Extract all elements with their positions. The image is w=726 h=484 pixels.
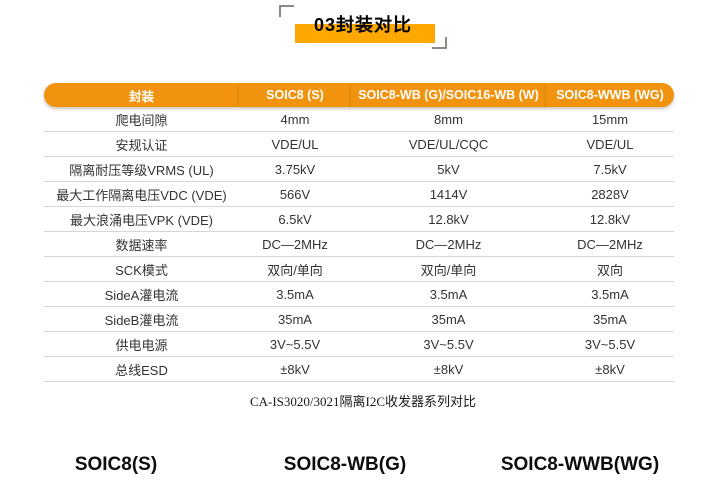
row-value: 7.5kV bbox=[546, 157, 674, 182]
table-row: 最大浪涌电压VPK (VDE) 6.5kV 12.8kV 12.8kV bbox=[44, 207, 674, 232]
row-value: ±8kV bbox=[351, 357, 546, 382]
row-value: 8mm bbox=[351, 107, 546, 132]
row-label: 总线ESD bbox=[44, 357, 239, 382]
table-row: SCK模式 双向/单向 双向/单向 双向 bbox=[44, 257, 674, 282]
row-value: 15mm bbox=[546, 107, 674, 132]
column-header-soic8-wwb: SOIC8-WWB (WG) bbox=[546, 83, 674, 107]
row-value: 1414V bbox=[351, 182, 546, 207]
table-row: 最大工作隔离电压VDC (VDE) 566V 1414V 2828V bbox=[44, 182, 674, 207]
row-value: VDE/UL bbox=[239, 132, 351, 157]
row-value: 12.8kV bbox=[351, 207, 546, 232]
row-value: 35mA bbox=[351, 307, 546, 332]
row-value: 4mm bbox=[239, 107, 351, 132]
row-value: 12.8kV bbox=[546, 207, 674, 232]
row-label: SCK模式 bbox=[44, 257, 239, 282]
row-value: 双向/单向 bbox=[351, 257, 546, 282]
table-row: 供电电源 3V~5.5V 3V~5.5V 3V~5.5V bbox=[44, 332, 674, 357]
row-value: 5kV bbox=[351, 157, 546, 182]
row-label: 最大浪涌电压VPK (VDE) bbox=[44, 207, 239, 232]
row-label: 供电电源 bbox=[44, 332, 239, 357]
row-value: DC—2MHz bbox=[546, 232, 674, 257]
row-label: SideA灌电流 bbox=[44, 282, 239, 307]
row-value: ±8kV bbox=[239, 357, 351, 382]
table-row: 总线ESD ±8kV ±8kV ±8kV bbox=[44, 357, 674, 382]
table-header-row: 封装 SOIC8 (S) SOIC8-WB (G)/SOIC16-WB (W) … bbox=[44, 83, 674, 107]
row-value: 3.5mA bbox=[546, 282, 674, 307]
row-value: 3.5mA bbox=[351, 282, 546, 307]
section-title: 03封装对比 bbox=[313, 15, 413, 35]
column-header-soic8-wb: SOIC8-WB (G)/SOIC16-WB (W) bbox=[351, 83, 546, 107]
table-row: SideB灌电流 35mA 35mA 35mA bbox=[44, 307, 674, 332]
row-value: DC—2MHz bbox=[351, 232, 546, 257]
table-row: 数据速率 DC—2MHz DC—2MHz DC—2MHz bbox=[44, 232, 674, 257]
row-value: 3V~5.5V bbox=[239, 332, 351, 357]
row-value: 双向 bbox=[546, 257, 674, 282]
row-label: 隔离耐压等级VRMS (UL) bbox=[44, 157, 239, 182]
section-title-block: 03封装对比 bbox=[279, 5, 447, 49]
page: 03封装对比 封装 SOIC8 (S) SOIC8-WB (G)/SOIC16-… bbox=[0, 5, 726, 475]
row-value: 566V bbox=[239, 182, 351, 207]
table-body: 爬电间隙 4mm 8mm 15mm 安规认证 VDE/UL VDE/UL/CQC VDE/UL… bbox=[44, 107, 674, 382]
table-row: 隔离耐压等级VRMS (UL) 3.75kV 5kV 7.5kV bbox=[44, 157, 674, 182]
corner-bracket-bottom-right-icon bbox=[432, 37, 447, 49]
table-row: SideA灌电流 3.5mA 3.5mA 3.5mA bbox=[44, 282, 674, 307]
row-value: 35mA bbox=[546, 307, 674, 332]
row-value: 3V~5.5V bbox=[546, 332, 674, 357]
column-header-soic8: SOIC8 (S) bbox=[239, 83, 351, 107]
row-value: DC—2MHz bbox=[239, 232, 351, 257]
row-label: 数据速率 bbox=[44, 232, 239, 257]
row-value: 6.5kV bbox=[239, 207, 351, 232]
package-label-soic8-wb: SOIC8-WB(G) bbox=[283, 454, 407, 475]
column-header-package: 封装 bbox=[44, 83, 239, 107]
table-row: 爬电间隙 4mm 8mm 15mm bbox=[44, 107, 674, 132]
row-value: VDE/UL bbox=[546, 132, 674, 157]
table-row: 安规认证 VDE/UL VDE/UL/CQC VDE/UL bbox=[44, 132, 674, 157]
corner-bracket-top-left-icon bbox=[279, 5, 294, 17]
row-value: 3.75kV bbox=[239, 157, 351, 182]
row-value: 2828V bbox=[546, 182, 674, 207]
table-caption: CA-IS3020/3021隔离I2C收发器系列对比 bbox=[249, 394, 477, 409]
row-value: 3V~5.5V bbox=[351, 332, 546, 357]
row-value: 3.5mA bbox=[239, 282, 351, 307]
package-label-soic8-wwb: SOIC8-WWB(WG) bbox=[500, 454, 660, 475]
row-label: 安规认证 bbox=[44, 132, 239, 157]
row-label: 最大工作隔离电压VDC (VDE) bbox=[44, 182, 239, 207]
package-comparison-table: 封装 SOIC8 (S) SOIC8-WB (G)/SOIC16-WB (W) … bbox=[44, 83, 674, 382]
row-label: 爬电间隙 bbox=[44, 107, 239, 132]
row-label: SideB灌电流 bbox=[44, 307, 239, 332]
row-value: VDE/UL/CQC bbox=[351, 132, 546, 157]
package-label-soic8: SOIC8(S) bbox=[74, 454, 158, 475]
title-highlight bbox=[295, 24, 435, 43]
row-value: 35mA bbox=[239, 307, 351, 332]
row-value: 双向/单向 bbox=[239, 257, 351, 282]
row-value: ±8kV bbox=[546, 357, 674, 382]
